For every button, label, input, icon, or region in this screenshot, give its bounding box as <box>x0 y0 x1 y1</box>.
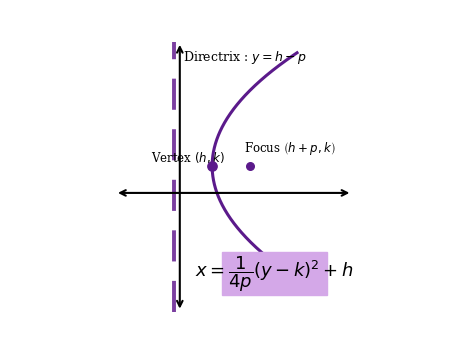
Point <box>246 163 253 169</box>
Text: Directrix : $y = h - p$: Directrix : $y = h - p$ <box>182 49 306 66</box>
FancyBboxPatch shape <box>222 252 326 295</box>
Text: Vertex $\left(h,k\right)$: Vertex $\left(h,k\right)$ <box>150 150 224 164</box>
Text: Focus $\left(h+p,k\right)$: Focus $\left(h+p,k\right)$ <box>244 140 335 157</box>
Point <box>208 163 215 169</box>
Text: $x = \dfrac{1}{4p}(y-k)^2 + h$: $x = \dfrac{1}{4p}(y-k)^2 + h$ <box>195 254 353 294</box>
